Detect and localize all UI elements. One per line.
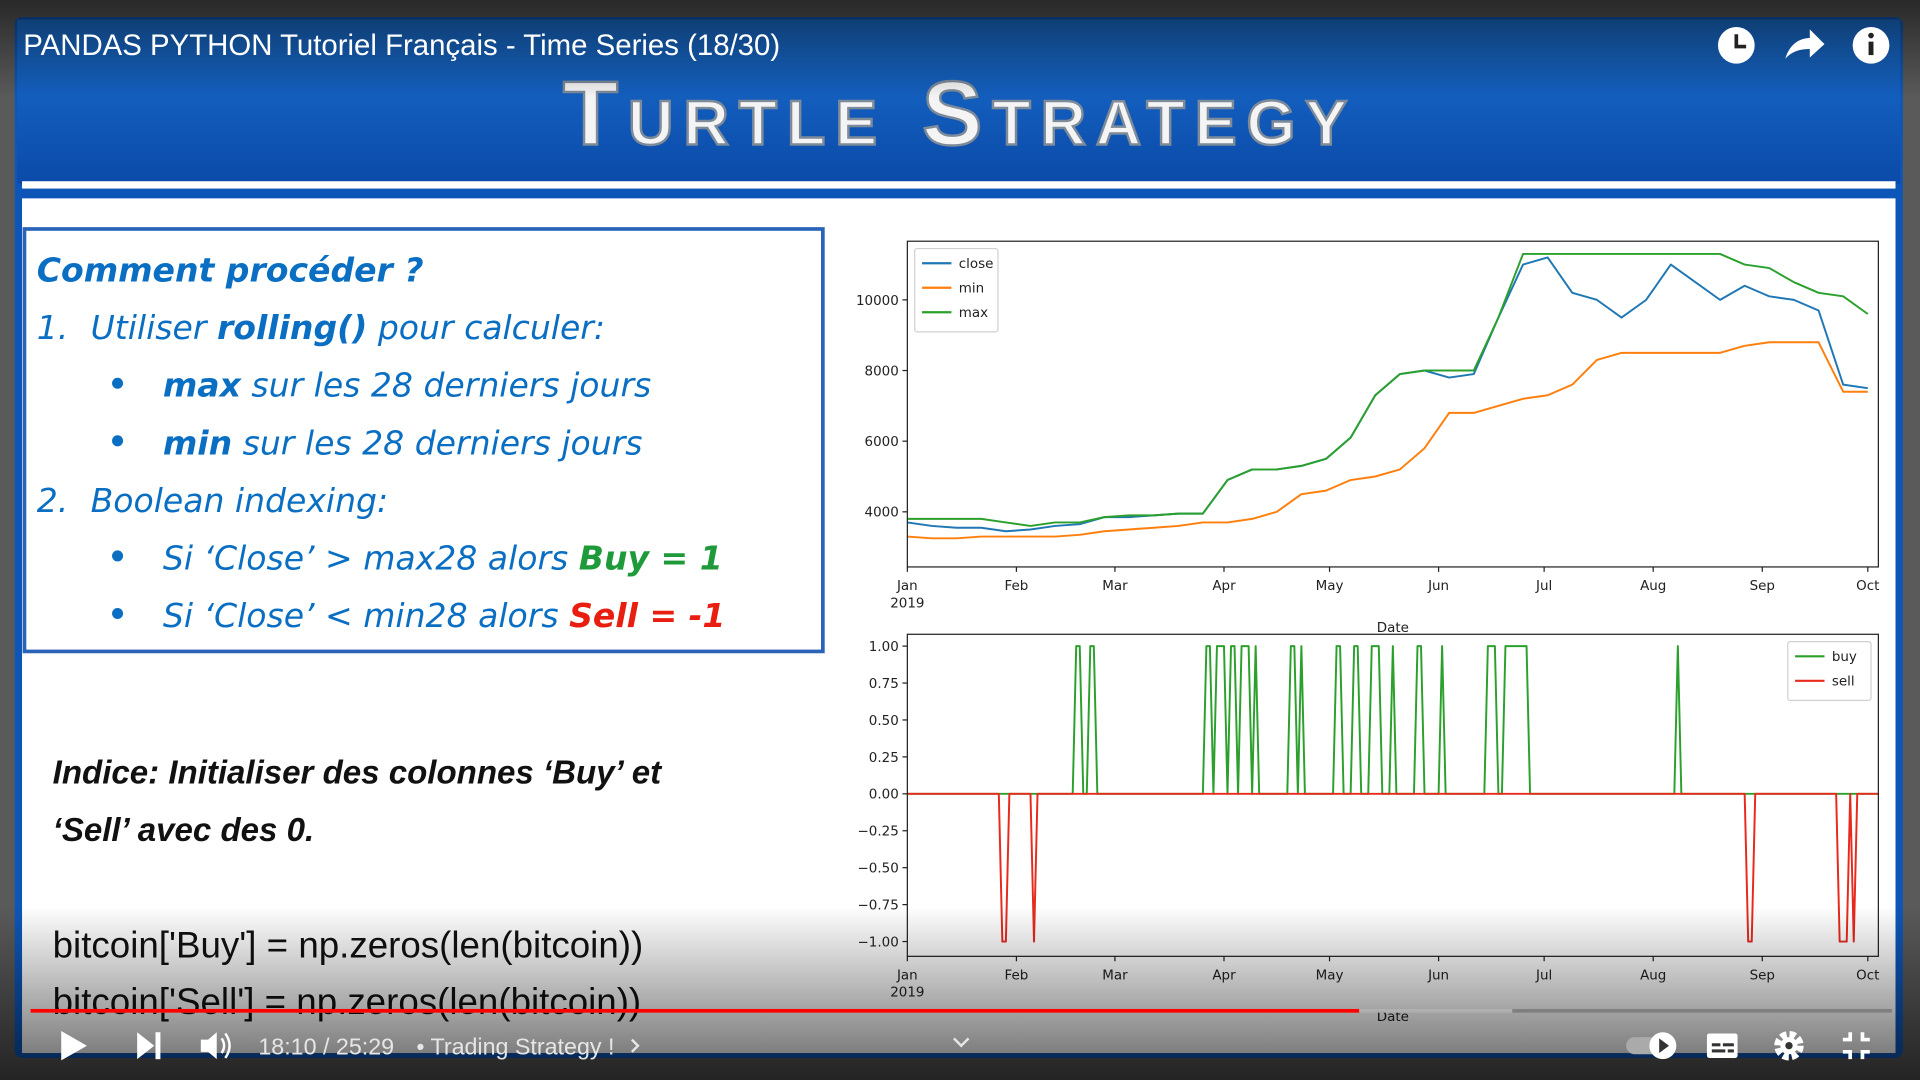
legend-label: close [959,257,994,272]
step-line: 1. Utiliser rolling() pour calculer: [37,308,605,347]
x-tick-label: Apr [1212,579,1236,594]
bullet-line: Si ‘Close’ > max28 alors Buy = 1 [163,538,723,577]
x-tick-label: Jun [1427,579,1449,594]
step-number: 1. [37,308,69,347]
hint-line: ‘Sell’ avec des 0. [53,812,315,849]
x-tick-label: Oct [1856,579,1879,594]
share-button[interactable] [1785,29,1825,59]
progress-played [30,1008,1360,1013]
y-tick-label: 0.50 [869,714,899,729]
watch-later-button[interactable] [1717,26,1755,64]
x-axis-label: Date [1377,621,1409,636]
bullet-text: Si ‘Close’ < min28 alors [163,596,569,635]
bullet-text: Sell = -1 [569,596,725,635]
series-line [907,252,1869,527]
y-tick-label: 4000 [865,506,899,521]
y-tick-label: 10000 [856,294,899,309]
volume-button[interactable] [200,1032,231,1060]
series-line [907,341,1868,540]
info-button[interactable] [1852,26,1890,64]
step-text: pour calculer: [367,308,605,347]
step-text: Boolean indexing: [91,481,389,520]
bullet-text: sur les 28 derniers jours [232,423,642,462]
x-tick-label: May [1316,579,1344,594]
bullet-text: sur les 28 derniers jours [241,366,651,405]
bullet [112,550,124,562]
x-tick-label: Jan [896,579,918,594]
plot-area [907,634,1879,957]
bottom-shade [0,906,1920,1080]
box-heading: Comment procéder ? [37,251,424,290]
bullet-text: Buy = 1 [579,538,723,577]
x-tick-label: Jul [1535,579,1552,594]
bullet-line: min sur les 28 derniers jours [163,423,643,462]
y-tick-label: 6000 [865,435,899,450]
fullscreen-exit-button[interactable] [1842,1032,1870,1060]
bullet [112,607,124,619]
series-line [907,645,1879,795]
charts: 4000 6000 8000 10000 Jan Feb Mar Apr May Jun Jul Au… [856,240,1879,1025]
bullet-text: min [163,423,232,462]
y-tick-label: −0.50 [858,862,899,877]
header-rule [22,181,1896,189]
video-title[interactable]: PANDAS PYTHON Tutoriel Français - Time S… [23,29,780,62]
legend-label: max [959,306,988,321]
plot-frame [906,240,1879,568]
step-line: 2. Boolean indexing: [37,481,388,520]
x-tick-label: Sep [1750,579,1775,594]
bullet [112,377,124,389]
x-tick-label: Feb [1004,579,1028,594]
legend: buy sell [1787,641,1872,702]
y-tick-label: −0.25 [858,825,899,840]
step-text: Utiliser [91,308,217,347]
y-tick-label: 8000 [865,364,899,379]
bullet-text: Si ‘Close’ > max28 alors [163,538,579,577]
x-tick-label: Mar [1102,579,1128,594]
chapter-title[interactable]: • Trading Strategy ! [416,1033,614,1059]
y-tick-label: 0.00 [869,788,899,803]
time-display: 18:10 / 25:29 [258,1033,394,1059]
expand-chevron[interactable] [953,1037,970,1048]
instruction-box [22,227,825,654]
bullet-text: max [163,366,243,405]
y-tick-label: 0.25 [869,751,899,766]
bullet-line: max sur les 28 derniers jours [163,366,651,405]
autoplay-toggle[interactable] [1626,1032,1677,1060]
legend-label: buy [1832,650,1857,665]
bullet [112,435,124,447]
bullet-line: Si ‘Close’ < min28 alors Sell = -1 [163,596,726,635]
legend-box [1787,641,1872,702]
step-text: rolling() [217,308,367,347]
x-year-label: 2019 [890,596,924,611]
y-tick-label: 0.75 [869,677,899,692]
x-tick-label: Aug [1640,579,1666,594]
y-tick-label: 1.00 [869,640,899,655]
next-button[interactable] [137,1032,161,1060]
subtitles-button[interactable] [1706,1033,1738,1058]
play-button[interactable] [61,1031,87,1061]
hint-line: Indice: Initialiser des colonnes ‘Buy’ e… [53,755,663,792]
plot-area [907,241,1879,567]
legend-label: sell [1832,675,1855,690]
legend-box [914,247,999,333]
legend-label: min [959,282,984,297]
legend: close min max [914,247,999,333]
step-number: 2. [37,481,69,520]
chapter-chevron[interactable] [630,1038,640,1053]
top-shade [0,0,1920,98]
